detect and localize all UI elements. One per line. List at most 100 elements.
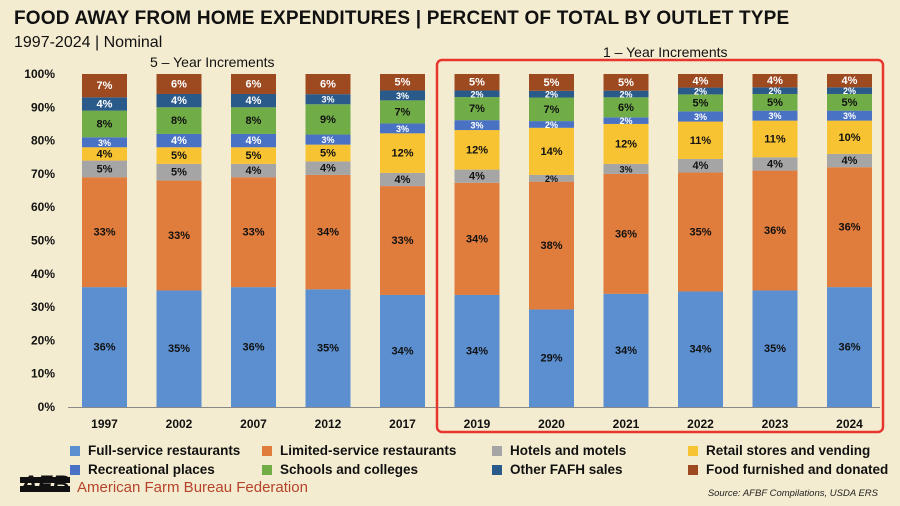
- bar-segment-1997-s5: [82, 110, 127, 138]
- data-label-2012-s2: 4%: [320, 163, 336, 175]
- bar-segment-1997-s4: [82, 137, 127, 148]
- x-tick-label-2021: 2021: [613, 417, 640, 431]
- bar-segment-2020-s4: [529, 121, 574, 128]
- data-label-2017-s7: 5%: [395, 77, 411, 89]
- bar-segment-2017-s2: [380, 172, 425, 187]
- data-label-2021-s3: 12%: [615, 138, 637, 150]
- bar-segment-2020-s2: [529, 174, 574, 182]
- data-label-2024-s4: 3%: [843, 111, 856, 121]
- x-tick-label-2022: 2022: [687, 417, 714, 431]
- data-label-2021-s7: 5%: [618, 77, 634, 89]
- data-label-2019-s4: 3%: [470, 121, 483, 131]
- data-label-2020-s5: 7%: [544, 104, 560, 116]
- legend-swatch: [688, 464, 698, 475]
- bar-segment-2023-s2: [752, 157, 798, 171]
- bar-segment-2021-s0: [603, 293, 649, 407]
- data-label-2022-s0: 34%: [689, 344, 711, 356]
- one-year-label: 1 – Year Increments: [603, 44, 728, 60]
- legend-swatch: [688, 445, 698, 456]
- legend-swatch: [262, 445, 272, 456]
- data-label-2024-s3: 10%: [838, 132, 860, 144]
- data-label-1997-s7: 7%: [97, 80, 113, 92]
- legend-swatch: [70, 464, 80, 475]
- legend-item-3: Retail stores and vending: [688, 443, 888, 458]
- y-tick-label: 60%: [31, 200, 55, 214]
- data-label-2012-s3: 5%: [320, 148, 336, 160]
- bar-segment-2020-s1: [529, 181, 574, 310]
- data-label-1997-s3: 4%: [97, 148, 113, 160]
- bar-segment-2017-s1: [380, 186, 425, 295]
- data-label-2023-s3: 11%: [764, 133, 786, 145]
- bar-segment-2022-s2: [678, 158, 723, 173]
- bar-segment-2022-s1: [678, 172, 723, 292]
- bar-segment-1997-s1: [82, 177, 127, 288]
- data-label-2021-s5: 6%: [618, 102, 634, 114]
- legend-item-0: Full-service restaurants: [70, 443, 262, 458]
- x-tick-label-2020: 2020: [538, 417, 565, 431]
- data-label-1997-s0: 36%: [93, 342, 115, 354]
- data-label-2022-s1: 35%: [689, 227, 711, 239]
- data-label-2012-s7: 6%: [320, 79, 336, 91]
- data-label-2002-s1: 33%: [168, 230, 190, 242]
- bar-segment-2002-s7: [156, 74, 202, 94]
- data-label-2020-s6: 2%: [545, 90, 558, 100]
- bar-segment-2019-s7: [454, 74, 500, 91]
- data-label-2002-s2: 5%: [171, 167, 187, 179]
- y-tick-label: 80%: [31, 134, 55, 148]
- data-label-2022-s6: 2%: [694, 86, 707, 96]
- bar-segment-2002-s4: [156, 133, 202, 148]
- bar-segment-2024-s5: [827, 93, 872, 111]
- data-label-2002-s0: 35%: [168, 343, 190, 355]
- data-label-2022-s7: 4%: [693, 75, 709, 87]
- bar-segment-2023-s3: [752, 120, 798, 158]
- data-label-2007-s3: 5%: [246, 150, 262, 162]
- legend-swatch: [70, 445, 80, 456]
- bar-segment-2002-s1: [156, 180, 202, 291]
- bar-segment-2021-s2: [603, 163, 649, 174]
- bar-segment-2002-s2: [156, 163, 202, 181]
- data-label-2023-s4: 3%: [768, 111, 781, 121]
- data-label-2023-s1: 36%: [764, 225, 786, 237]
- data-label-2019-s0: 34%: [466, 345, 488, 357]
- data-label-2022-s2: 4%: [693, 160, 709, 172]
- data-label-2023-s2: 4%: [767, 158, 783, 170]
- bar-segment-1997-s6: [82, 97, 127, 111]
- bar-segment-2022-s7: [678, 74, 723, 88]
- bar-segment-2021-s4: [603, 117, 649, 124]
- x-tick-label-2007: 2007: [240, 417, 267, 431]
- bar-segment-2007-s2: [231, 163, 276, 178]
- org-name: American Farm Bureau Federation: [77, 479, 308, 496]
- bar-segment-2007-s5: [231, 107, 276, 134]
- bar-segment-2024-s2: [827, 153, 872, 168]
- legend-swatch: [492, 464, 502, 475]
- bar-segment-2023-s7: [752, 74, 798, 88]
- bar-segment-2021-s6: [603, 90, 649, 98]
- data-label-2017-s5: 7%: [395, 106, 411, 118]
- bar-segment-2017-s4: [380, 123, 425, 134]
- bar-segment-2021-s1: [603, 173, 649, 294]
- bar-segment-2017-s5: [380, 100, 425, 124]
- bar-segment-1997-s0: [82, 287, 127, 407]
- bar-segment-2012-s0: [305, 289, 351, 407]
- data-label-2024-s1: 36%: [838, 222, 860, 234]
- data-label-2019-s1: 34%: [466, 233, 488, 245]
- page-subtitle: 1997-2024 | Nominal: [14, 34, 163, 51]
- data-label-2019-s3: 12%: [466, 144, 488, 156]
- bar-segment-2007-s1: [231, 177, 276, 288]
- data-label-1997-s1: 33%: [93, 227, 115, 239]
- five-year-label: 5 – Year Increments: [150, 54, 275, 70]
- y-tick-label: 90%: [31, 100, 55, 114]
- data-label-2017-s1: 33%: [391, 235, 413, 247]
- x-tick-label-2002: 2002: [166, 417, 193, 431]
- y-tick-label: 70%: [31, 167, 55, 181]
- bar-segment-2023-s0: [752, 290, 798, 407]
- bar-segment-2024-s0: [827, 287, 872, 407]
- legend-swatch: [492, 445, 502, 456]
- bar-segment-2019-s5: [454, 97, 500, 121]
- y-tick-label: 100%: [24, 67, 55, 81]
- data-label-2002-s7: 6%: [171, 78, 187, 90]
- bar-segment-2023-s5: [752, 93, 798, 111]
- bar-segment-2012-s1: [305, 174, 351, 290]
- data-label-2002-s3: 5%: [171, 150, 187, 162]
